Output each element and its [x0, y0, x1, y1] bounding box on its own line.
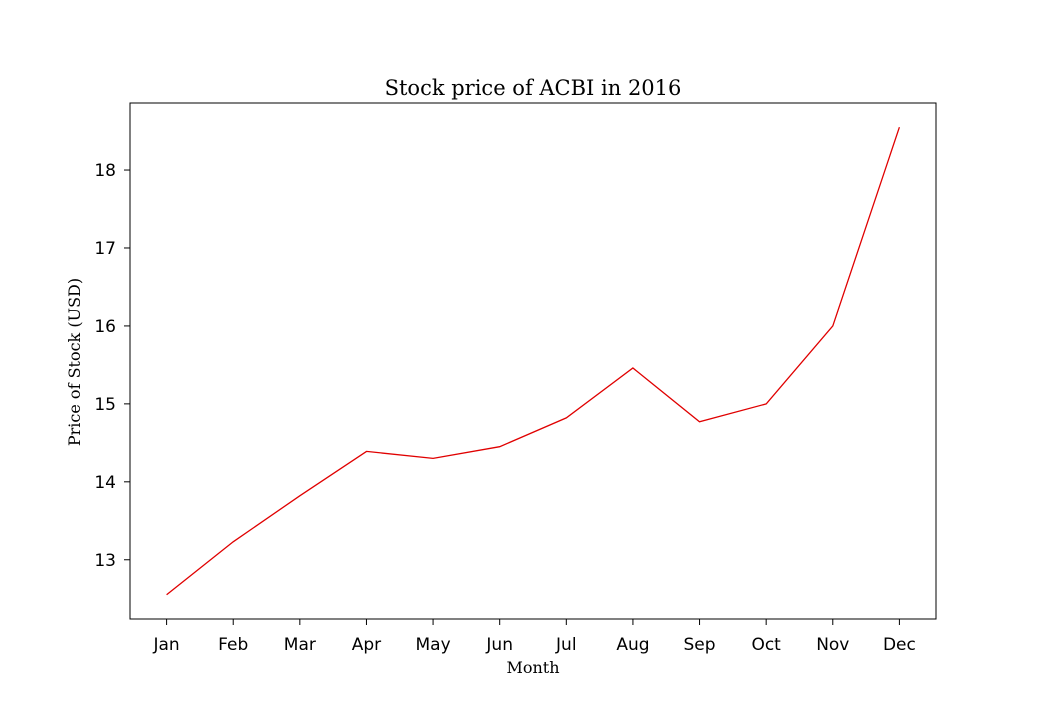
x-tick-label: Mar — [284, 635, 316, 655]
y-tick-label: 17 — [94, 239, 116, 259]
x-tick-label: Jul — [555, 635, 577, 655]
x-axis-label: Month — [506, 658, 559, 677]
series-layer — [166, 126, 901, 596]
y-tick-label: 14 — [94, 473, 116, 493]
x-tick-label: Jan — [152, 635, 179, 655]
x-tick-label: Nov — [816, 635, 849, 655]
y-tick-label: 16 — [94, 317, 116, 337]
axis-ticks: Jan Feb Mar Apr May Jun Jul Aug Sep Oct Nov Dec 13 14… — [94, 161, 915, 655]
x-tick-label: Sep — [684, 635, 716, 655]
plot-frame — [129, 102, 937, 620]
x-tick-label: Apr — [352, 635, 381, 655]
x-tick-label: Jun — [485, 635, 513, 655]
y-axis-label: Price of Stock (USD) — [65, 278, 84, 446]
x-tick-label: Feb — [218, 635, 248, 655]
y-tick-label: 18 — [94, 161, 116, 181]
y-tick-label: 13 — [94, 551, 116, 571]
x-tick-label: May — [415, 635, 450, 655]
chart-title: Stock price of ACBI in 2016 — [385, 76, 682, 100]
x-tick-label: Dec — [883, 635, 916, 655]
series-line — [166, 126, 901, 596]
x-tick-label: Oct — [751, 635, 781, 655]
x-tick-label: Aug — [616, 635, 649, 655]
y-tick-label: 15 — [94, 395, 116, 415]
